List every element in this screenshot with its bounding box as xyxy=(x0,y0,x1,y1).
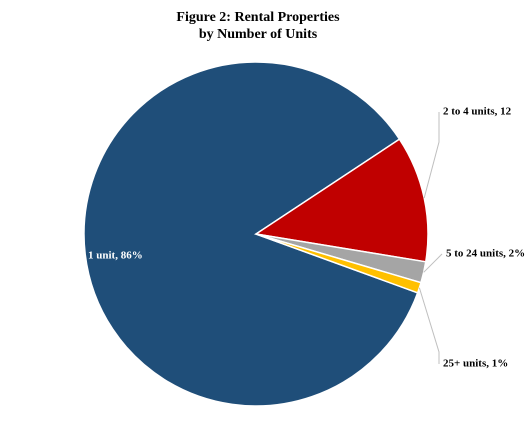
leader-line xyxy=(418,287,440,364)
pie-slice xyxy=(83,61,419,407)
data-label: 1 unit, 86% xyxy=(88,250,143,262)
leader-line xyxy=(423,112,440,199)
data-label: 5 to 24 units, 2% xyxy=(446,248,525,260)
data-label: 2 to 4 units, 12 xyxy=(443,106,512,118)
chart-title: Figure 2: Rental Properties xyxy=(176,10,340,25)
pie-slice xyxy=(253,138,429,263)
data-label: 25+ units, 1% xyxy=(443,358,508,370)
leader-line xyxy=(423,253,443,273)
chart-title: by Number of Units xyxy=(199,27,318,42)
pie-slice xyxy=(255,233,422,294)
